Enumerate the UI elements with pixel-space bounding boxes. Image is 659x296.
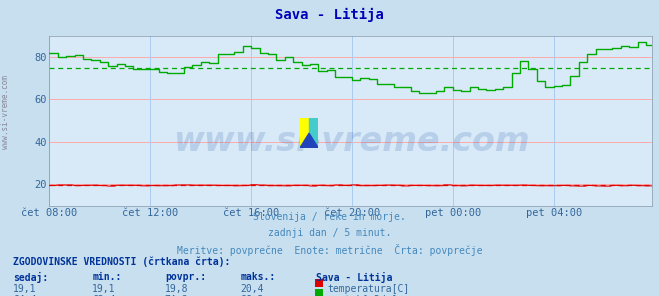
Text: 20,4: 20,4 (241, 284, 264, 294)
Text: Sava - Litija: Sava - Litija (316, 272, 393, 283)
Text: povpr.:: povpr.: (165, 272, 206, 282)
Text: 74,8: 74,8 (165, 295, 188, 296)
Text: zadnji dan / 5 minut.: zadnji dan / 5 minut. (268, 228, 391, 238)
Text: ZGODOVINSKE VREDNOSTI (črtkana črta):: ZGODOVINSKE VREDNOSTI (črtkana črta): (13, 256, 231, 266)
Text: Sava - Litija: Sava - Litija (275, 7, 384, 22)
Text: pretok[m3/s]: pretok[m3/s] (328, 295, 398, 296)
Text: sedaj:: sedaj: (13, 272, 48, 283)
Text: maks.:: maks.: (241, 272, 275, 282)
Text: 63,4: 63,4 (92, 295, 116, 296)
Text: 19,1: 19,1 (13, 284, 37, 294)
Text: 19,8: 19,8 (165, 284, 188, 294)
Polygon shape (300, 133, 318, 148)
Text: Meritve: povprečne  Enote: metrične  Črta: povprečje: Meritve: povprečne Enote: metrične Črta:… (177, 244, 482, 256)
Text: min.:: min.: (92, 272, 122, 282)
Polygon shape (300, 118, 309, 148)
Text: 19,1: 19,1 (92, 284, 116, 294)
Text: 86,2: 86,2 (241, 295, 264, 296)
Text: Slovenija / reke in morje.: Slovenija / reke in morje. (253, 212, 406, 222)
Text: www.si-vreme.com: www.si-vreme.com (173, 125, 529, 157)
Text: www.si-vreme.com: www.si-vreme.com (1, 75, 10, 149)
Polygon shape (309, 118, 318, 148)
Text: temperatura[C]: temperatura[C] (328, 284, 410, 294)
Text: 84,4: 84,4 (13, 295, 37, 296)
